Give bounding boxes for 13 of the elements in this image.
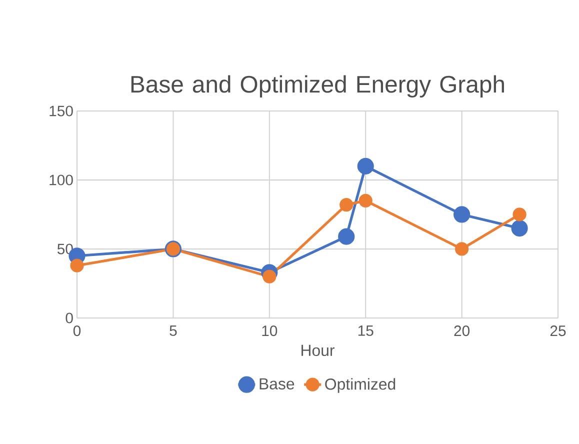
x-tick-label: 10	[262, 326, 278, 336]
legend-label: Base	[260, 378, 294, 390]
y-tick-label: 0	[66, 312, 73, 324]
chart-title: Base and Optimized Energy Graph	[131, 75, 504, 98]
legend-label: Optimized	[325, 378, 396, 393]
x-tick-label: 25	[550, 326, 566, 336]
x-tick-label: 15	[358, 326, 374, 336]
y-tick-label: 150	[50, 106, 73, 116]
x-tick-label: 20	[454, 326, 470, 336]
y-tick-label: 100	[50, 174, 73, 186]
x-tick-label: 5	[170, 326, 177, 336]
x-tick-label: 0	[73, 326, 81, 336]
x-axis-title: Hour	[302, 344, 335, 356]
